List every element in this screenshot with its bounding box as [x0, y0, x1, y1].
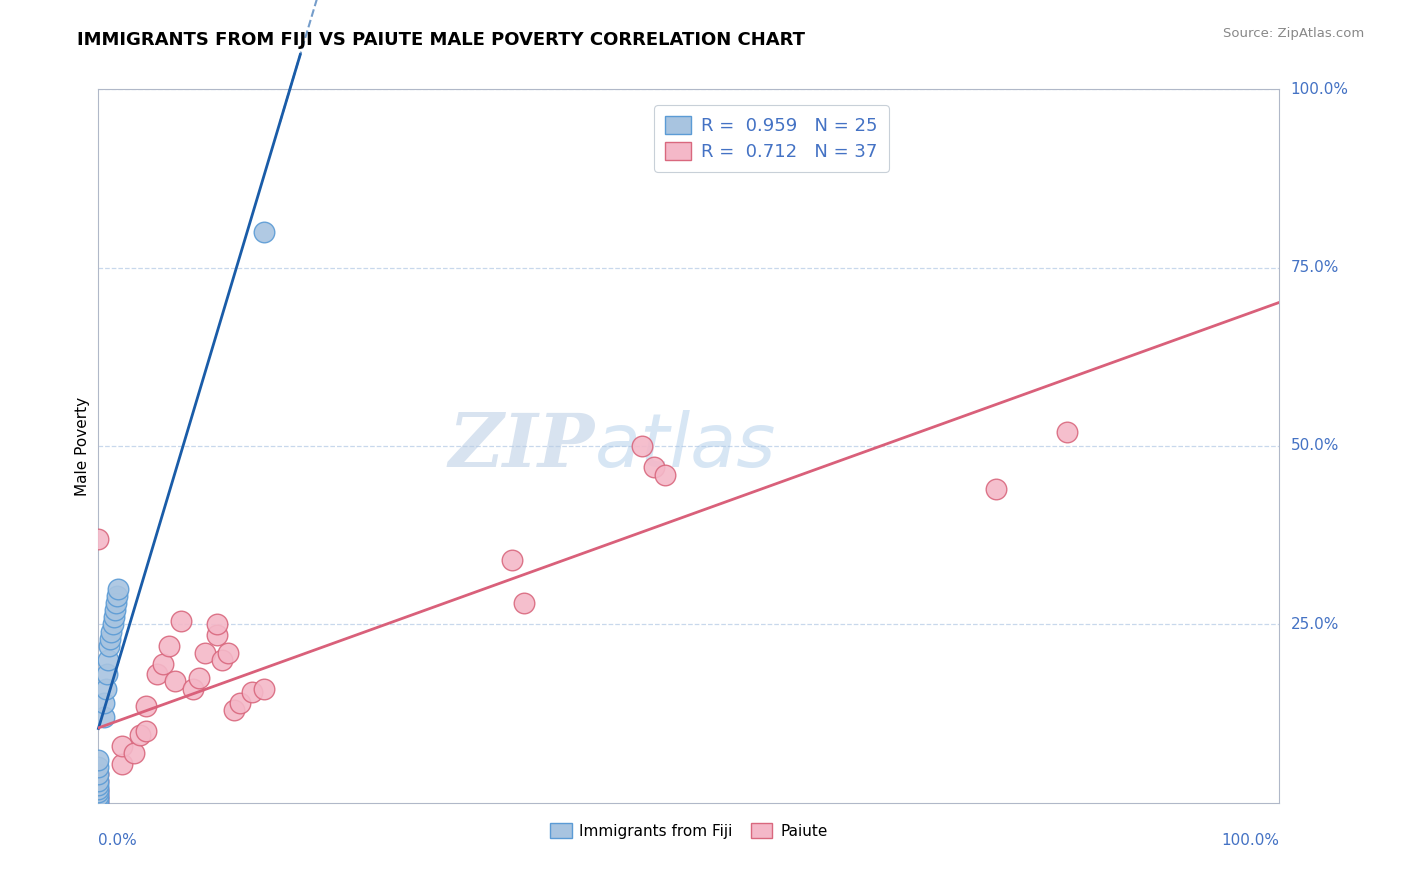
- Point: [165, 674, 187, 689]
- Text: 100.0%: 100.0%: [1291, 82, 1348, 96]
- Point: [98, 632, 121, 646]
- Point: [643, 460, 665, 475]
- Point: [87, 781, 110, 796]
- Point: [135, 724, 157, 739]
- Point: [170, 614, 193, 628]
- Point: [205, 628, 228, 642]
- Point: [128, 728, 150, 742]
- Point: [103, 610, 125, 624]
- Point: [87, 767, 110, 781]
- Point: [87, 796, 110, 810]
- Point: [630, 439, 652, 453]
- Point: [240, 685, 263, 699]
- Point: [93, 696, 115, 710]
- Point: [211, 653, 233, 667]
- Point: [194, 646, 217, 660]
- Point: [187, 671, 209, 685]
- Point: [87, 774, 110, 789]
- Point: [122, 746, 145, 760]
- Point: [107, 582, 129, 596]
- Point: [205, 617, 228, 632]
- Point: [87, 753, 110, 767]
- Point: [1056, 425, 1078, 439]
- Point: [501, 553, 523, 567]
- Point: [87, 789, 110, 803]
- Point: [135, 699, 157, 714]
- Point: [104, 603, 127, 617]
- Point: [253, 681, 276, 696]
- Point: [152, 657, 174, 671]
- Point: [87, 532, 110, 546]
- Point: [87, 796, 110, 810]
- Point: [87, 789, 110, 803]
- Point: [111, 756, 134, 771]
- Point: [87, 792, 110, 806]
- Point: [94, 681, 117, 696]
- Point: [87, 778, 110, 792]
- Point: [87, 781, 110, 796]
- Text: IMMIGRANTS FROM FIJI VS PAIUTE MALE POVERTY CORRELATION CHART: IMMIGRANTS FROM FIJI VS PAIUTE MALE POVE…: [77, 31, 806, 49]
- Point: [512, 596, 534, 610]
- Text: atlas: atlas: [595, 410, 776, 482]
- Point: [101, 617, 124, 632]
- Text: Source: ZipAtlas.com: Source: ZipAtlas.com: [1223, 27, 1364, 40]
- Point: [181, 681, 204, 696]
- Point: [87, 774, 110, 789]
- Point: [217, 646, 239, 660]
- Point: [87, 785, 110, 799]
- Legend: Immigrants from Fiji, Paiute: Immigrants from Fiji, Paiute: [544, 817, 834, 845]
- Point: [224, 703, 246, 717]
- Text: ZIP: ZIP: [449, 409, 595, 483]
- Point: [98, 639, 121, 653]
- Y-axis label: Male Poverty: Male Poverty: [75, 396, 90, 496]
- Text: 50.0%: 50.0%: [1291, 439, 1339, 453]
- Point: [93, 710, 115, 724]
- Point: [157, 639, 180, 653]
- Point: [87, 785, 110, 799]
- Point: [229, 696, 252, 710]
- Point: [105, 589, 128, 603]
- Text: 100.0%: 100.0%: [1222, 833, 1279, 848]
- Point: [87, 760, 110, 774]
- Point: [984, 482, 1007, 496]
- Point: [111, 739, 134, 753]
- Point: [97, 653, 120, 667]
- Point: [105, 596, 128, 610]
- Point: [87, 767, 110, 781]
- Point: [96, 667, 118, 681]
- Text: 75.0%: 75.0%: [1291, 260, 1339, 275]
- Point: [87, 792, 110, 806]
- Text: 25.0%: 25.0%: [1291, 617, 1339, 632]
- Text: 0.0%: 0.0%: [98, 833, 138, 848]
- Point: [253, 225, 276, 239]
- Point: [654, 467, 676, 482]
- Point: [146, 667, 169, 681]
- Point: [100, 624, 122, 639]
